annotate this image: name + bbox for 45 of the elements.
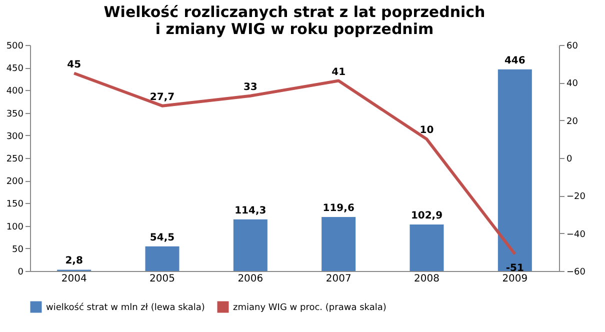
data-label: -51 <box>506 263 524 274</box>
y-tick-label: 0 <box>18 268 24 278</box>
y2-tick-label: 0 <box>566 154 572 164</box>
y-tick-label: 500 <box>6 42 24 52</box>
y-tick-label: 250 <box>6 154 24 164</box>
data-label: 114,3 <box>234 205 266 216</box>
bar <box>145 246 180 271</box>
text: Wielkość rozliczanych strat z lat poprzednich <box>104 3 486 21</box>
data-label: 10 <box>420 125 434 136</box>
y-tick-label: 300 <box>6 132 24 142</box>
y2-tick-label: 60 <box>566 42 578 52</box>
data-label: 2,8 <box>65 256 83 267</box>
y-tick-label: 400 <box>6 86 24 97</box>
legend-label: wielkość strat w mln zł (lewa skala) <box>46 302 205 313</box>
data-label: 45 <box>67 59 82 70</box>
y-tick-label: 50 <box>12 244 24 255</box>
data-label: 41 <box>332 66 346 78</box>
y-tick-label: 150 <box>6 200 24 210</box>
x-tick-label: 2006 <box>238 274 264 284</box>
x-tick-label: 2008 <box>414 274 440 284</box>
y2-tick-label: −60 <box>566 268 586 278</box>
data-label: 119,6 <box>322 202 354 214</box>
legend-label: zmiany WIG w proc. (prawa skala) <box>233 303 386 313</box>
y2-tick-label: −40 <box>566 230 586 240</box>
data-label: 446 <box>504 55 526 66</box>
y-tick-label: 350 <box>6 109 24 120</box>
y-tick-label: 100 <box>6 222 24 232</box>
y-tick-label: 450 <box>6 64 24 74</box>
x-tick-label: 2007 <box>326 274 352 284</box>
y2-tick-label: 40 <box>566 79 578 90</box>
bar <box>233 219 268 271</box>
data-label: 102,9 <box>410 210 443 222</box>
y2-tick-label: 20 <box>566 116 578 127</box>
x-tick-label: 2005 <box>150 274 175 284</box>
y-tick-label: 200 <box>6 177 24 188</box>
y2-tick-label: −20 <box>566 192 586 202</box>
bar <box>498 69 532 271</box>
bar <box>322 216 356 271</box>
bar <box>410 224 444 271</box>
data-label: 54,5 <box>150 232 175 244</box>
text: i zmiany WIG w roku poprzednim <box>155 20 434 38</box>
x-tick-label: 2009 <box>502 274 528 284</box>
x-tick-label: 2004 <box>61 274 87 284</box>
data-label: 27,7 <box>150 92 175 103</box>
data-label: 33 <box>243 82 258 93</box>
